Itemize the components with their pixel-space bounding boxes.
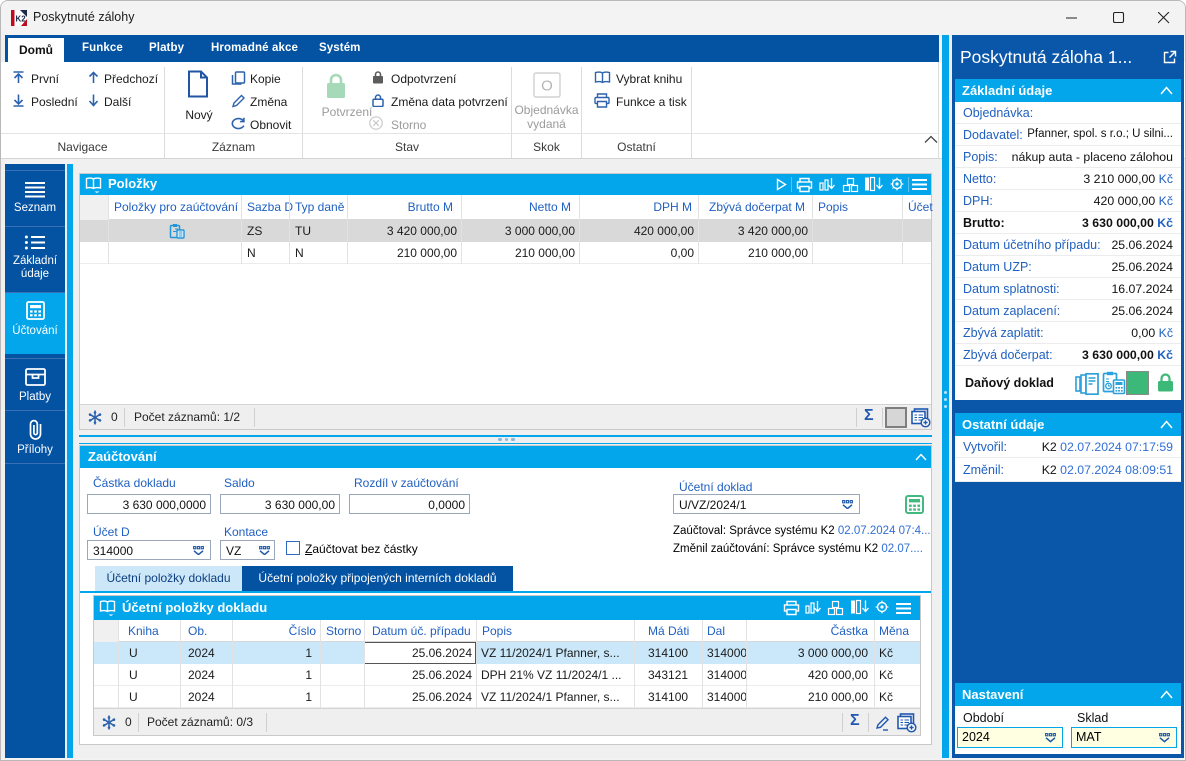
svg-text:K2: K2	[16, 15, 27, 24]
svg-text:O: O	[541, 78, 553, 95]
